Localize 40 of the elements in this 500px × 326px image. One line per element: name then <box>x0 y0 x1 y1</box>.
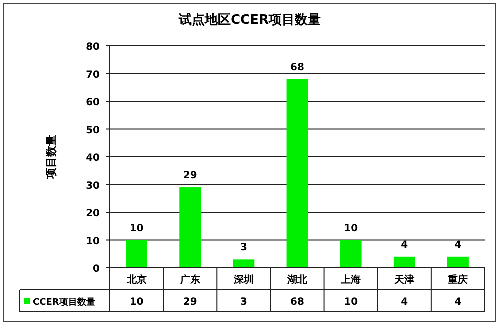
y-tick-label: 70 <box>86 70 100 81</box>
value-label: 29 <box>183 170 198 182</box>
bar <box>394 256 416 268</box>
data-table-cell: 29 <box>183 297 198 308</box>
bar <box>233 260 255 268</box>
x-tick-label: 深圳 <box>232 274 254 286</box>
y-tick-label: 80 <box>86 42 100 53</box>
y-tick-label: 0 <box>93 264 100 275</box>
value-label: 4 <box>401 240 408 251</box>
y-tick-label: 10 <box>86 236 100 248</box>
value-label: 10 <box>130 223 144 234</box>
value-label: 3 <box>240 242 248 254</box>
bar <box>286 79 308 268</box>
x-tick-label: 上海 <box>340 274 362 286</box>
legend-label: CCER项目数量 <box>33 297 96 308</box>
bar <box>448 256 469 268</box>
y-tick-label: 20 <box>86 208 100 220</box>
value-label: 4 <box>454 240 462 251</box>
y-tick-label: 50 <box>86 125 100 136</box>
data-table-cell: 3 <box>240 297 248 308</box>
value-label: 68 <box>290 62 304 74</box>
value-label: 10 <box>344 223 358 234</box>
data-table-cell: 4 <box>454 297 462 308</box>
x-tick-label: 湖北 <box>286 274 308 286</box>
y-tick-label: 40 <box>86 153 100 164</box>
x-tick-label: 重庆 <box>447 274 468 286</box>
chart-title: 试点地区CCER项目数量 <box>178 12 321 28</box>
data-table-cell: 10 <box>130 297 144 308</box>
data-table-cell: 4 <box>401 297 408 308</box>
y-tick-label: 60 <box>86 98 100 108</box>
x-tick-label: 广东 <box>179 274 200 286</box>
x-tick-label: 天津 <box>394 274 415 286</box>
bar <box>340 240 362 268</box>
y-tick-label: 30 <box>86 180 100 192</box>
bar <box>126 240 148 268</box>
data-table-cell: 10 <box>344 297 358 308</box>
data-table-cell: 68 <box>290 297 304 308</box>
x-tick-label: 北京 <box>126 274 147 286</box>
bar <box>180 188 202 268</box>
y-axis-title: 项目数量 <box>45 135 58 180</box>
